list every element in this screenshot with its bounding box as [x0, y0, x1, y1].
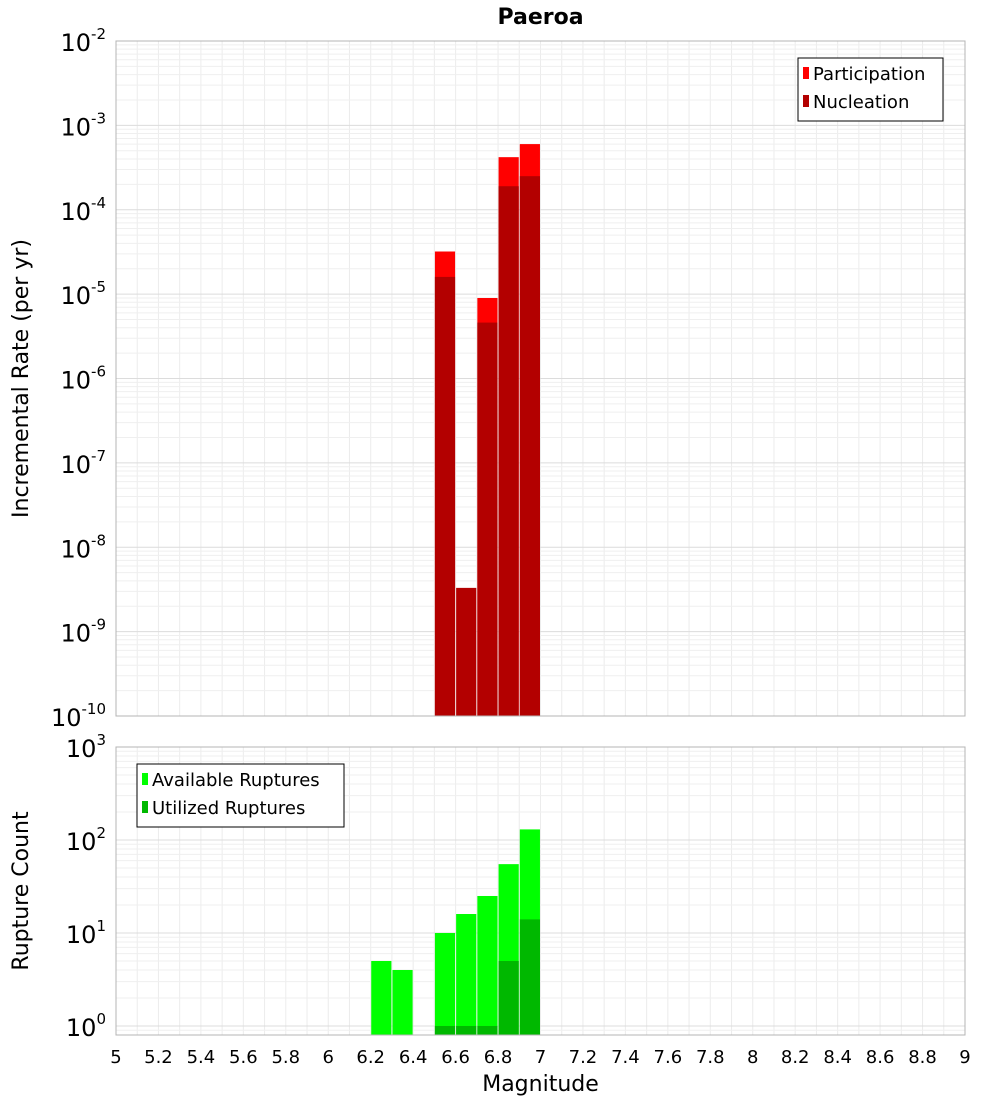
bar-available-ruptures — [371, 960, 392, 1035]
chart-title: Paeroa — [497, 5, 583, 30]
y-tick-label: 101 — [66, 917, 106, 949]
legend-label: Available Ruptures — [152, 770, 320, 791]
x-tick-label: 6.4 — [399, 1047, 428, 1068]
bar-available-ruptures — [434, 932, 456, 1035]
plot-frame — [115, 40, 966, 717]
legend-label: Nucleation — [813, 92, 909, 113]
legend: Participation Nucleation — [797, 57, 944, 122]
bar-available-ruptures — [477, 895, 498, 1035]
legend-swatch — [142, 801, 148, 813]
bar-utilized-ruptures — [519, 919, 540, 1035]
x-tick-label: 7.8 — [696, 1047, 725, 1068]
x-tick-label: 7.4 — [611, 1047, 640, 1068]
bar-utilized-ruptures — [477, 1025, 498, 1035]
x-tick-label: 7.2 — [569, 1047, 598, 1068]
bar-nucleation — [434, 276, 456, 716]
y-tick-label: 10-8 — [60, 531, 106, 563]
legend-swatch — [803, 67, 809, 79]
x-tick-label: 5.8 — [271, 1047, 300, 1068]
x-tick-label: 9 — [959, 1047, 970, 1068]
chart-panel-0: 10-10 10-9 10-8 10-7 10-6 10-5 10-4 10-3 10-2 Inc… — [9, 5, 966, 732]
bar-utilized-ruptures — [498, 960, 519, 1035]
x-tick-label: 8.2 — [781, 1047, 810, 1068]
x-tick-label: 5.2 — [144, 1047, 173, 1068]
y-tick-label: 10-6 — [60, 363, 106, 395]
x-tick-label: 7.6 — [654, 1047, 683, 1068]
x-tick-label: 5 — [110, 1047, 121, 1068]
x-tick-label: 6 — [323, 1047, 334, 1068]
y-tick-label: 102 — [66, 824, 106, 856]
x-tick-label: 8 — [747, 1047, 758, 1068]
x-tick-label: 7 — [535, 1047, 546, 1068]
y-tick-label: 10-9 — [60, 616, 106, 648]
bar-nucleation — [477, 322, 498, 716]
plot-frame — [115, 746, 966, 1036]
x-tick-label: 8.8 — [908, 1047, 937, 1068]
bar-utilized-ruptures — [434, 1025, 456, 1035]
legend-swatch — [142, 773, 148, 785]
x-tick-label: 5.4 — [187, 1047, 216, 1068]
y-axis-label: Rupture Count — [9, 811, 34, 971]
bar-nucleation — [519, 176, 540, 716]
y-tick-label: 100 — [66, 1010, 106, 1042]
legend-box — [797, 57, 944, 122]
x-tick-label: 5.6 — [229, 1047, 258, 1068]
y-axis-label: Incremental Rate (per yr) — [9, 239, 34, 518]
bar-nucleation — [498, 186, 519, 716]
chart-panel-1: 100 101 102 103 5 5.2 5.4 5.6 5.8 6 6.2 6.4 6.6 6.8 7 7… — [9, 731, 971, 1097]
gridlines — [115, 40, 966, 717]
legend-box — [136, 763, 345, 828]
x-axis-label: Magnitude — [482, 1072, 599, 1097]
bar-nucleation — [456, 587, 477, 716]
legend-swatch — [803, 95, 809, 107]
y-tick-label: 10-2 — [60, 25, 106, 57]
bar-available-ruptures — [392, 969, 413, 1035]
x-tick-label: 8.4 — [823, 1047, 852, 1068]
bar-utilized-ruptures — [456, 1025, 477, 1035]
x-tick-label: 6.6 — [441, 1047, 470, 1068]
y-tick-label: 103 — [66, 731, 106, 763]
y-tick-label: 10-7 — [60, 447, 106, 479]
x-tick-label: 6.8 — [484, 1047, 513, 1068]
legend-label: Utilized Ruptures — [152, 798, 305, 819]
x-tick-label: 8.6 — [866, 1047, 895, 1068]
x-tick-label: 6.2 — [356, 1047, 385, 1068]
bar-available-ruptures — [456, 914, 477, 1035]
legend: Available Ruptures Utilized Ruptures — [136, 763, 345, 828]
y-tick-label: 10-3 — [60, 109, 106, 141]
legend-label: Participation — [813, 64, 925, 85]
y-tick-label: 10-5 — [60, 278, 106, 310]
y-tick-label: 10-10 — [51, 700, 106, 732]
y-tick-label: 10-4 — [60, 194, 106, 226]
